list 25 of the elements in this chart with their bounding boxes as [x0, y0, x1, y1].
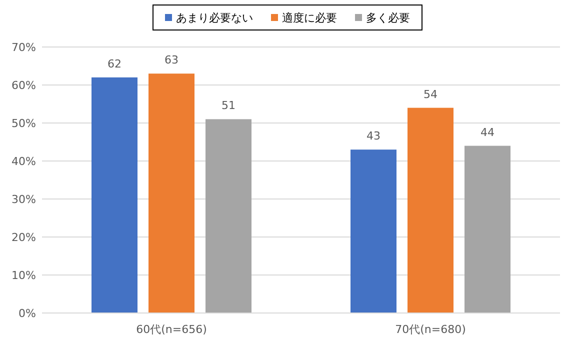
y-tick-label: 10%: [12, 269, 36, 282]
bar: [206, 119, 252, 313]
data-label: 44: [480, 126, 494, 139]
y-tick-label: 60%: [12, 79, 36, 92]
bar: [148, 74, 194, 313]
legend-label: あまり必要ない: [176, 12, 253, 24]
bar: [350, 150, 396, 313]
y-tick-label: 20%: [12, 231, 36, 244]
data-label: 43: [366, 130, 380, 143]
data-label: 54: [424, 88, 438, 101]
data-label: 62: [108, 57, 122, 70]
legend-label: 適度に必要: [282, 12, 337, 24]
y-tick-label: 30%: [12, 193, 36, 206]
y-tick-label: 70%: [12, 41, 36, 54]
bar: [408, 108, 454, 313]
legend-label: 多く必要: [366, 12, 410, 24]
y-tick-label: 0%: [18, 307, 36, 320]
data-label: 51: [222, 99, 236, 112]
x-tick-label: 70代(n=680): [395, 323, 466, 336]
y-tick-label: 50%: [12, 117, 36, 130]
y-tick-label: 40%: [12, 155, 36, 168]
bar: [92, 77, 138, 313]
x-tick-label: 60代(n=656): [136, 323, 207, 336]
bar: [464, 146, 510, 313]
data-label: 63: [164, 54, 178, 67]
